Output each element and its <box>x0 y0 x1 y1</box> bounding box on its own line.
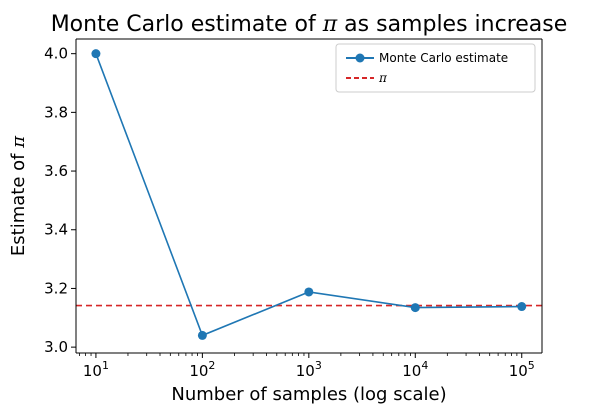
y-tick-label: 3.0 <box>44 338 68 356</box>
legend-series-label: Monte Carlo estimate <box>379 51 508 65</box>
x-tick-label-exponent: 3 <box>315 359 322 372</box>
x-tick-label-base: 10 <box>83 362 102 380</box>
y-axis-label-prefix: Estimate of <box>8 148 29 256</box>
x-tick-label-exponent: 2 <box>208 359 215 372</box>
x-axis-label: Number of samples (log scale) <box>171 384 446 405</box>
legend-reference-label: π <box>378 71 388 85</box>
y-tick-label: 3.6 <box>44 162 68 180</box>
series-marker <box>91 49 101 59</box>
x-tick-label-base: 10 <box>296 362 315 380</box>
x-tick-label-exponent: 5 <box>528 359 535 372</box>
y-ticks: 3.0 3.2 3.4 3.6 3.8 4.0 <box>44 45 76 356</box>
legend-box <box>335 43 536 93</box>
series-marker <box>304 287 314 297</box>
x-tick-label: 104 <box>402 359 428 380</box>
x-tick-label: 102 <box>189 359 215 380</box>
x-tick-label: 103 <box>296 359 322 380</box>
x-tick-label-base: 10 <box>189 362 208 380</box>
series-marker <box>517 302 527 312</box>
y-tick-label: 3.8 <box>44 103 68 121</box>
y-tick-label: 3.2 <box>44 279 68 297</box>
y-tick-label: 3.4 <box>44 221 68 239</box>
x-tick-label-exponent: 4 <box>421 359 428 372</box>
series-marker <box>410 303 420 313</box>
chart-title-suffix: as samples increase <box>337 12 567 37</box>
legend: Monte Carlo estimate π <box>335 43 536 93</box>
x-ticks: 101 102 103 104 105 <box>79 353 535 380</box>
legend-series-marker <box>355 53 365 63</box>
x-tick-label: 105 <box>509 359 535 380</box>
x-tick-label: 101 <box>83 359 109 380</box>
x-tick-label-base: 10 <box>509 362 528 380</box>
chart-title-symbol: π <box>322 12 338 37</box>
chart-title: Monte Carlo estimate of π as samples inc… <box>51 12 568 37</box>
y-tick-label: 4.0 <box>44 45 68 63</box>
y-axis-label-symbol: π <box>8 135 29 149</box>
x-tick-label-exponent: 1 <box>102 359 109 372</box>
y-axis-label: Estimate of π <box>8 135 29 256</box>
x-tick-label-base: 10 <box>402 362 421 380</box>
chart-title-prefix: Monte Carlo estimate of <box>51 12 323 37</box>
series-marker <box>197 330 207 340</box>
